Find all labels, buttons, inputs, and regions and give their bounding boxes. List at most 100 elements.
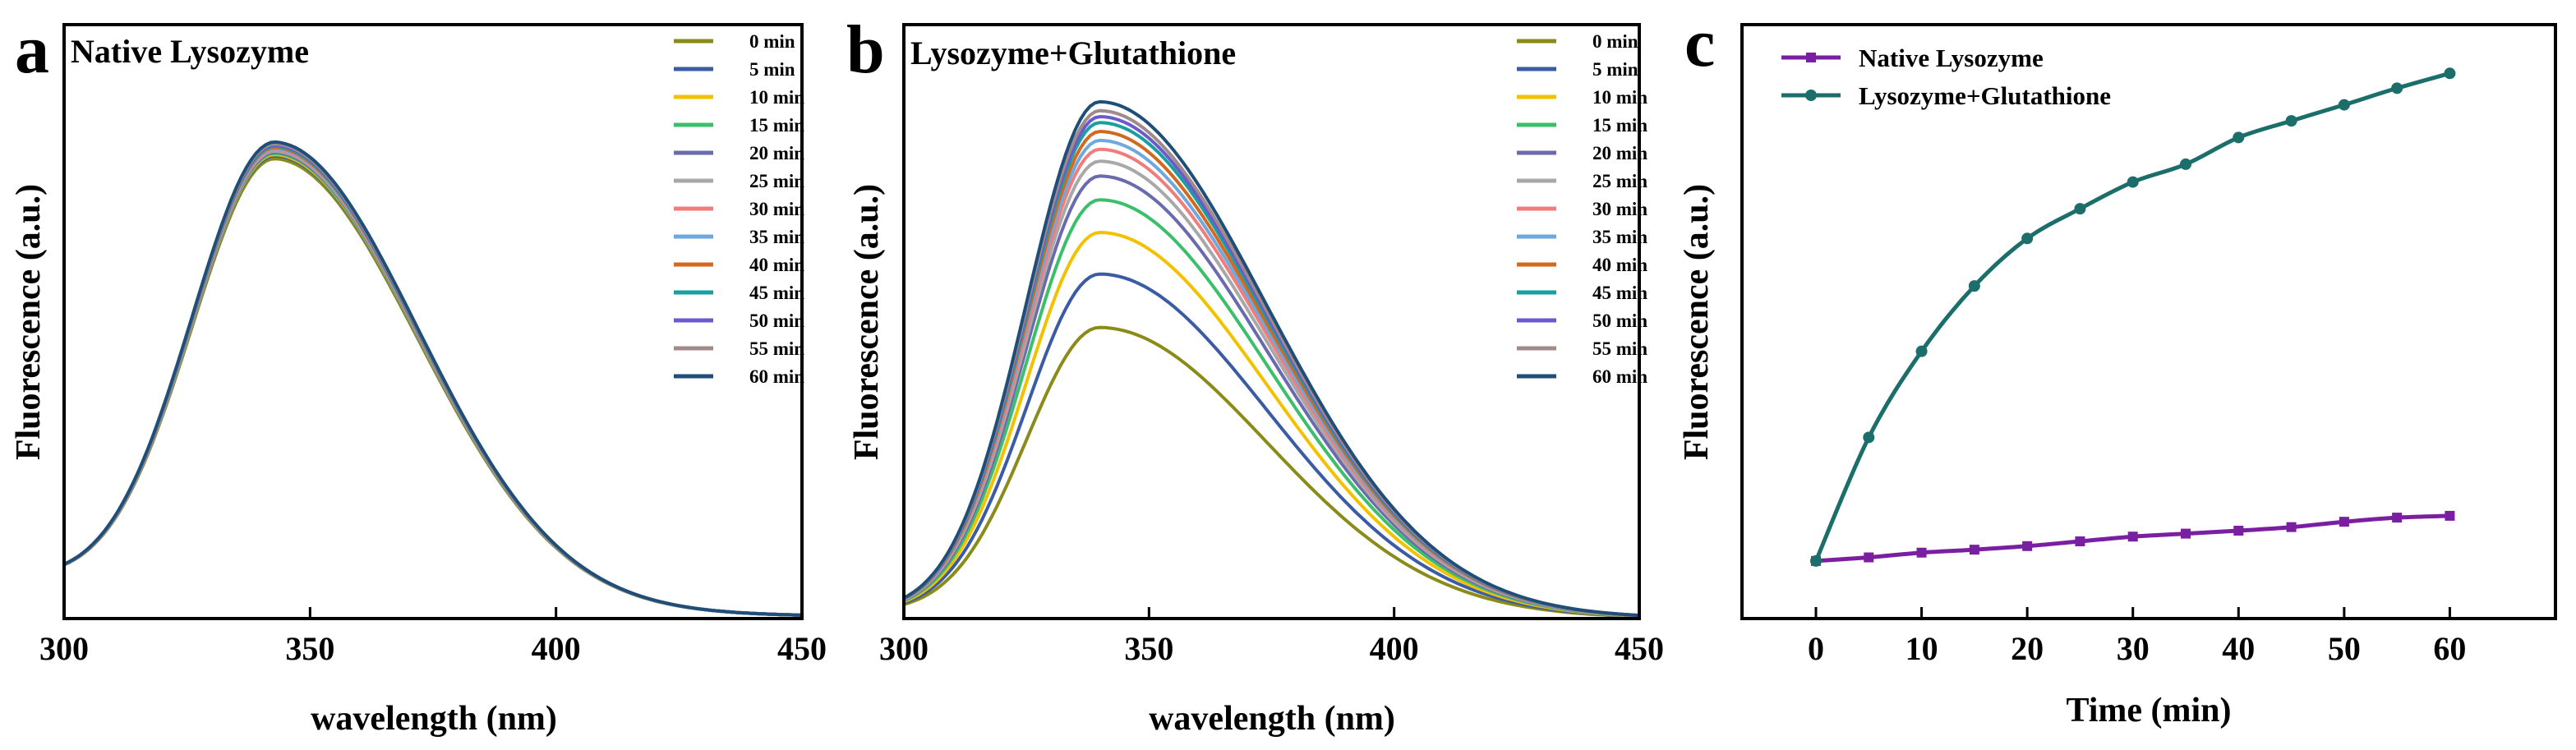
panel-b-legend: 0 min 5 min 10 min 15 min 20 min 25 min 30 min…	[1517, 31, 1647, 387]
panel-letter-a: a	[15, 12, 49, 88]
legend-label: Native Lysozyme	[1859, 44, 2044, 72]
legend-label: 40 min	[1592, 255, 1647, 275]
legend-label: 30 min	[749, 199, 804, 219]
x-tick-label: 300	[39, 630, 89, 667]
series-line-20-min	[903, 174, 1640, 618]
legend-label: 25 min	[749, 171, 804, 191]
x-tick-label: 450	[777, 630, 827, 667]
legend-label: 50 min	[749, 311, 804, 331]
series-line-15-min	[903, 198, 1640, 618]
legend-label: 25 min	[1592, 171, 1647, 191]
legend-label: 15 min	[1592, 115, 1647, 136]
legend-label: 55 min	[1592, 338, 1647, 359]
data-point	[2022, 541, 2033, 551]
panel-c-legend: Native Lysozyme Lysozyme+Glutathione	[1781, 44, 2111, 110]
data-point	[2286, 522, 2297, 532]
panel-a-xlabel: wavelength (nm)	[311, 700, 557, 738]
legend-label: 15 min	[749, 115, 804, 136]
x-tick-label: 40	[2222, 630, 2255, 667]
data-point	[1864, 552, 1874, 563]
panel-letter-c: c	[1684, 5, 1715, 81]
legend-label: 60 min	[749, 366, 804, 387]
panel-b-frame	[902, 23, 1641, 620]
data-point	[2074, 203, 2086, 215]
data-point	[2233, 131, 2245, 144]
panel-b-xlabel: wavelength (nm)	[1149, 700, 1395, 738]
series-line-glutathione	[1813, 71, 2451, 562]
data-point	[2338, 99, 2350, 111]
x-tick-label: 50	[2328, 630, 2361, 667]
data-point	[2285, 115, 2297, 127]
panel-a-frame	[62, 23, 804, 620]
x-tick-label: 350	[285, 630, 334, 667]
data-point	[2233, 525, 2244, 536]
series-line-55-min	[903, 108, 1640, 618]
legend-label: 5 min	[749, 59, 795, 80]
legend-marker	[1806, 53, 1816, 62]
panel-c-lines	[1810, 67, 2456, 567]
legend-marker	[1805, 90, 1817, 101]
legend-label: 45 min	[1592, 283, 1647, 303]
data-point	[2127, 531, 2138, 542]
x-tick-label: 400	[1370, 630, 1419, 667]
panel-b-curves	[903, 99, 1640, 619]
panel-b-ylabel: Fluorescence (a.u.)	[848, 184, 886, 460]
panel-a: a Native Lysozyme 300 350 400 450 0 min 5 mi…	[10, 12, 827, 738]
data-point	[2021, 232, 2034, 245]
data-point	[2075, 536, 2085, 547]
series-line-5-min	[63, 154, 803, 617]
x-tick-label: 10	[1906, 630, 1938, 667]
legend-label: 0 min	[1592, 31, 1638, 52]
panel-a-ylabel: Fluorescence (a.u.)	[10, 184, 48, 460]
series-line-50-min	[903, 114, 1640, 618]
legend-label: 10 min	[749, 87, 804, 108]
legend-label: 10 min	[1592, 87, 1647, 108]
panel-a-x-ticks: 300 350 400 450	[39, 607, 827, 667]
legend-label: 30 min	[1592, 199, 1647, 219]
data-point	[2339, 517, 2349, 527]
legend-label: 5 min	[1592, 59, 1638, 80]
legend-label: 50 min	[1592, 311, 1647, 331]
legend-label: 20 min	[1592, 143, 1647, 163]
panel-c: c 0 10 20 30 40 50 60 Native Lysozyme Lysozyme+…	[1678, 5, 2557, 729]
x-tick-label: 450	[1615, 630, 1664, 667]
panel-b-x-ticks: 300 350 400 450	[879, 607, 1664, 667]
x-tick-label: 400	[532, 630, 581, 667]
legend-label: 35 min	[749, 227, 804, 247]
data-point	[2445, 510, 2455, 521]
series-line-0-min	[903, 325, 1640, 619]
series-line-0-min	[63, 157, 803, 617]
x-tick-label: 300	[879, 630, 929, 667]
series-line-10-min	[903, 230, 1640, 618]
legend-label: 0 min	[749, 31, 795, 52]
panel-a-curves	[63, 140, 803, 617]
data-point	[1968, 280, 1980, 292]
x-tick-label: 30	[2117, 630, 2150, 667]
legend-label: 35 min	[1592, 227, 1647, 247]
data-point	[2444, 67, 2456, 80]
data-point	[2391, 82, 2403, 94]
legend-label: 55 min	[749, 338, 804, 359]
data-point	[2180, 158, 2191, 170]
legend-label: Lysozyme+Glutathione	[1859, 81, 2111, 110]
panel-a-title: Native Lysozyme	[71, 33, 309, 70]
x-tick-label: 60	[2433, 630, 2466, 667]
data-point	[2392, 513, 2403, 523]
series-line-60-min	[903, 99, 1640, 618]
panel-c-frame	[1740, 23, 2557, 620]
x-tick-label: 20	[2011, 630, 2044, 667]
series-line-25-min	[903, 159, 1640, 618]
series-line-30-min	[903, 147, 1640, 618]
series-line-60-min	[63, 140, 803, 617]
panel-c-ylabel: Fluorescence (a.u.)	[1678, 184, 1716, 460]
data-point	[1916, 547, 1927, 558]
panel-letter-b: b	[846, 12, 885, 88]
legend-label: 40 min	[749, 255, 804, 275]
legend-label: 20 min	[749, 143, 804, 163]
panel-c-x-ticks: 0 10 20 30 40 50 60	[1808, 607, 2466, 667]
data-point	[1863, 431, 1875, 444]
data-point	[1969, 545, 1979, 555]
series-line-5-min	[903, 272, 1640, 619]
panel-c-xlabel: Time (min)	[2066, 692, 2231, 729]
x-tick-label: 0	[1808, 630, 1824, 667]
